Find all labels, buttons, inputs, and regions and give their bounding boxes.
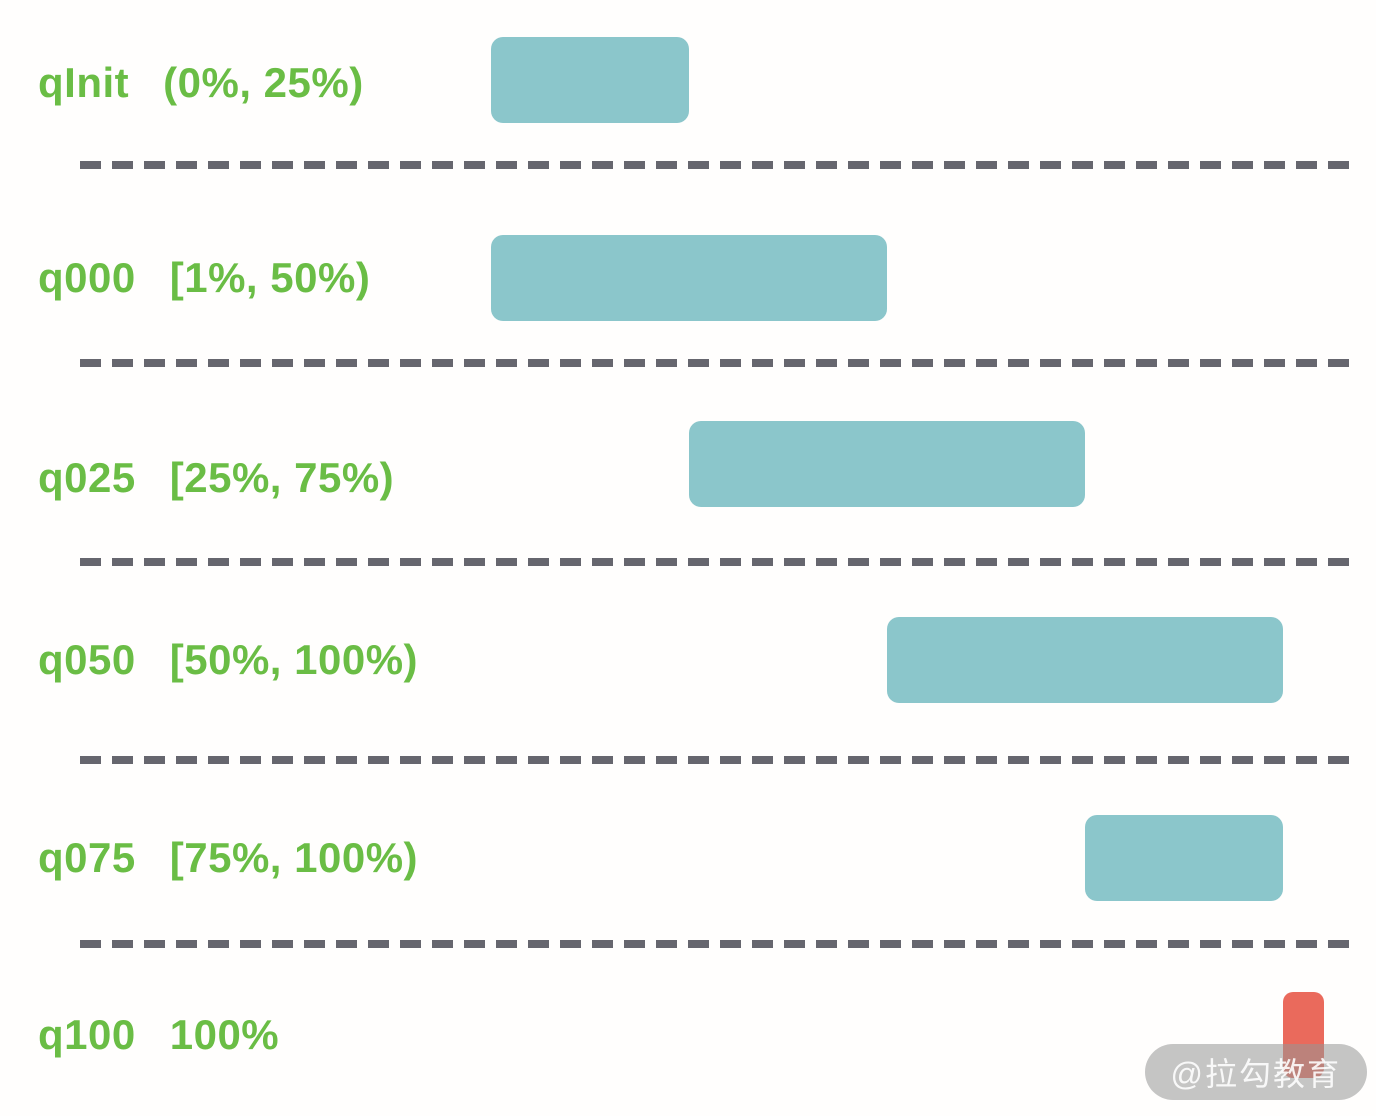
dashed-separator-3	[80, 558, 1350, 566]
quantile-range-q075: [75%, 100%)	[169, 834, 419, 881]
row-label-q025: q025 [25%, 75%)	[38, 452, 394, 504]
q075-range-bar	[1085, 815, 1283, 901]
quantile-name-qinit: qInit	[38, 59, 130, 106]
quantile-range-qinit: (0%, 25%)	[163, 59, 364, 106]
quantile-name-q050: q050	[38, 636, 136, 683]
row-label-q050: q050 [50%, 100%)	[38, 634, 418, 686]
row-label-q075: q075 [75%, 100%)	[38, 832, 418, 884]
quantile-range-q000: [1%, 50%)	[169, 254, 371, 301]
q050-range-bar	[887, 617, 1283, 703]
quantile-name-q000: q000	[38, 254, 136, 301]
qinit-range-bar	[491, 37, 689, 123]
q025-range-bar	[689, 421, 1085, 507]
watermark-text: @拉勾教育	[1170, 1056, 1341, 1092]
dashed-separator-2	[80, 359, 1350, 367]
dashed-separator-5	[80, 940, 1350, 948]
dashed-separator-1	[80, 161, 1350, 169]
quantile-range-q025: [25%, 75%)	[169, 454, 395, 501]
row-label-q100: q100 100%	[38, 1009, 279, 1061]
row-label-q000: q000 [1%, 50%)	[38, 252, 370, 304]
quantile-range-q100: 100%	[169, 1011, 280, 1058]
quantile-name-q025: q025	[38, 454, 136, 501]
dashed-separator-4	[80, 756, 1350, 764]
q000-range-bar	[491, 235, 887, 321]
watermark-badge: @拉勾教育	[1144, 1044, 1367, 1100]
row-label-qinit: qInit (0%, 25%)	[38, 57, 364, 109]
quantile-range-q050: [50%, 100%)	[169, 636, 419, 683]
quantile-name-q075: q075	[38, 834, 136, 881]
quantile-name-q100: q100	[38, 1011, 136, 1058]
